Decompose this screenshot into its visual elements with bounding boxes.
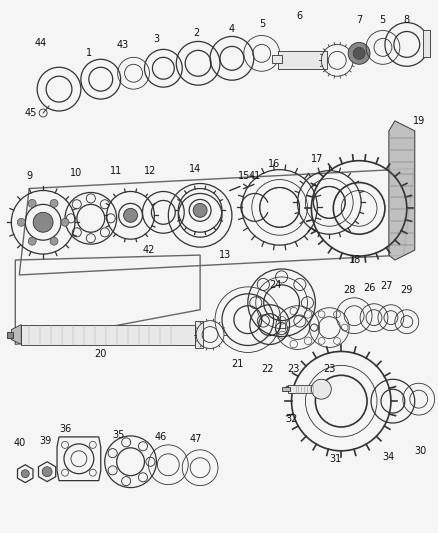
Text: 30: 30 xyxy=(415,446,427,456)
Text: 41: 41 xyxy=(249,171,261,181)
Text: 24: 24 xyxy=(269,280,282,290)
Circle shape xyxy=(28,199,36,207)
Text: 16: 16 xyxy=(268,159,280,168)
Text: 6: 6 xyxy=(297,11,303,21)
Circle shape xyxy=(50,199,58,207)
Text: 36: 36 xyxy=(59,424,71,434)
Text: 39: 39 xyxy=(39,436,51,446)
Bar xyxy=(195,321,203,349)
Bar xyxy=(288,385,319,393)
Polygon shape xyxy=(11,325,21,344)
Text: 23: 23 xyxy=(287,365,300,374)
Text: 17: 17 xyxy=(311,154,324,164)
Bar xyxy=(282,387,290,391)
Bar xyxy=(21,325,195,344)
Text: 19: 19 xyxy=(413,116,425,126)
Text: 9: 9 xyxy=(26,171,32,181)
Bar xyxy=(272,55,282,63)
Bar xyxy=(423,29,430,58)
Text: 45: 45 xyxy=(25,108,37,118)
Bar xyxy=(7,332,13,337)
Text: 14: 14 xyxy=(189,164,201,174)
Bar xyxy=(278,51,327,69)
Text: 40: 40 xyxy=(13,438,25,448)
Text: 11: 11 xyxy=(110,166,122,175)
Text: 32: 32 xyxy=(285,414,298,424)
Text: 1: 1 xyxy=(86,49,92,58)
Text: 43: 43 xyxy=(117,41,129,51)
Text: 12: 12 xyxy=(144,166,157,175)
Circle shape xyxy=(124,208,138,222)
Text: 7: 7 xyxy=(356,14,362,25)
Circle shape xyxy=(17,219,25,226)
Polygon shape xyxy=(389,121,415,260)
Text: 42: 42 xyxy=(142,245,155,255)
Circle shape xyxy=(193,204,207,217)
Circle shape xyxy=(42,467,52,477)
Text: 5: 5 xyxy=(379,14,385,25)
Text: 29: 29 xyxy=(401,285,413,295)
Text: 46: 46 xyxy=(154,432,166,442)
Text: 15: 15 xyxy=(238,171,250,181)
Text: 44: 44 xyxy=(35,38,47,49)
Text: 26: 26 xyxy=(363,283,375,293)
Text: 20: 20 xyxy=(95,350,107,359)
Text: 18: 18 xyxy=(349,255,361,265)
Text: 31: 31 xyxy=(329,454,341,464)
Text: 35: 35 xyxy=(113,430,125,440)
Text: 13: 13 xyxy=(219,250,231,260)
Text: 2: 2 xyxy=(193,28,199,38)
Text: 21: 21 xyxy=(232,359,244,369)
Text: 23: 23 xyxy=(323,365,336,374)
Text: 5: 5 xyxy=(260,19,266,29)
Text: 27: 27 xyxy=(381,281,393,291)
Circle shape xyxy=(28,237,36,245)
Text: 3: 3 xyxy=(153,35,159,44)
Circle shape xyxy=(311,379,331,399)
Circle shape xyxy=(61,219,69,226)
Circle shape xyxy=(33,212,53,232)
Circle shape xyxy=(50,237,58,245)
Text: 47: 47 xyxy=(190,434,202,444)
Text: 4: 4 xyxy=(229,23,235,34)
Circle shape xyxy=(21,470,29,478)
Text: 10: 10 xyxy=(70,167,82,177)
Circle shape xyxy=(348,43,370,64)
Circle shape xyxy=(353,47,365,59)
Text: 34: 34 xyxy=(383,452,395,462)
Text: 8: 8 xyxy=(404,14,410,25)
Text: 28: 28 xyxy=(343,285,355,295)
Text: 22: 22 xyxy=(261,365,274,374)
